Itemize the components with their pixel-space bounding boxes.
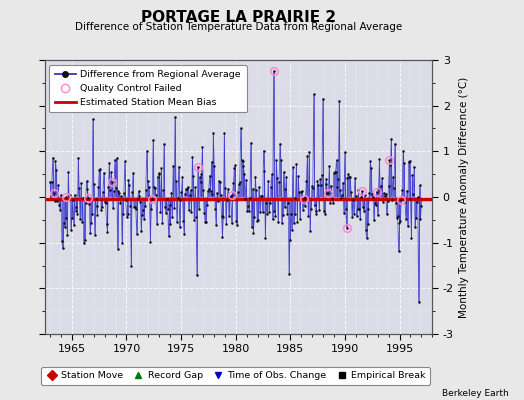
Text: Berkeley Earth: Berkeley Earth <box>442 389 508 398</box>
Y-axis label: Monthly Temperature Anomaly Difference (°C): Monthly Temperature Anomaly Difference (… <box>460 76 470 318</box>
Text: PORTAGE LA PRAIRIE 2: PORTAGE LA PRAIRIE 2 <box>141 10 336 25</box>
Legend: Difference from Regional Average, Quality Control Failed, Estimated Station Mean: Difference from Regional Average, Qualit… <box>49 65 247 112</box>
Legend: Station Move, Record Gap, Time of Obs. Change, Empirical Break: Station Move, Record Gap, Time of Obs. C… <box>41 367 430 385</box>
Text: Difference of Station Temperature Data from Regional Average: Difference of Station Temperature Data f… <box>75 22 402 32</box>
